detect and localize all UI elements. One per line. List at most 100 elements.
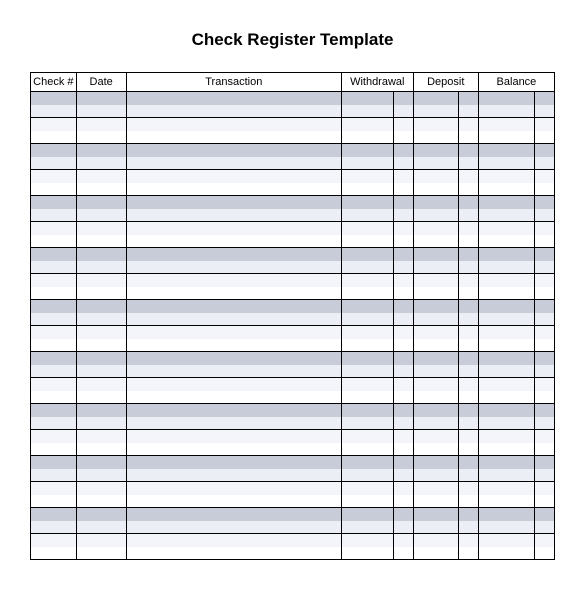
table-row (31, 248, 555, 261)
table-row (31, 430, 555, 443)
table-cell (341, 235, 393, 248)
table-cell (394, 131, 414, 144)
header-check: Check # (31, 73, 77, 92)
table-row (31, 352, 555, 365)
table-cell (413, 222, 459, 235)
table-cell (478, 261, 535, 274)
table-cell (413, 352, 459, 365)
table-cell (413, 118, 459, 131)
table-cell (394, 547, 414, 560)
table-cell (126, 339, 341, 352)
table-row (31, 469, 555, 482)
table-cell (459, 456, 479, 469)
table-cell (126, 456, 341, 469)
table-cell (478, 183, 535, 196)
table-cell (478, 144, 535, 157)
table-cell (394, 287, 414, 300)
table-cell (341, 118, 393, 131)
table-cell (459, 92, 479, 105)
table-cell (394, 105, 414, 118)
table-cell (413, 287, 459, 300)
table-cell (31, 313, 77, 326)
table-cell (413, 144, 459, 157)
table-cell (126, 495, 341, 508)
table-cell (478, 196, 535, 209)
table-cell (413, 508, 459, 521)
table-cell (126, 287, 341, 300)
table-cell (535, 196, 555, 209)
table-cell (478, 92, 535, 105)
table-cell (76, 196, 126, 209)
table-cell (394, 183, 414, 196)
table-row (31, 131, 555, 144)
table-cell (394, 352, 414, 365)
table-cell (459, 469, 479, 482)
table-cell (478, 287, 535, 300)
table-row (31, 547, 555, 560)
table-cell (341, 365, 393, 378)
table-cell (459, 209, 479, 222)
header-date: Date (76, 73, 126, 92)
table-cell (535, 365, 555, 378)
table-cell (341, 534, 393, 547)
table-cell (341, 196, 393, 209)
table-cell (394, 378, 414, 391)
table-cell (76, 261, 126, 274)
table-cell (535, 92, 555, 105)
table-cell (413, 547, 459, 560)
table-cell (341, 222, 393, 235)
table-cell (126, 404, 341, 417)
table-cell (31, 118, 77, 131)
table-cell (478, 248, 535, 261)
table-cell (413, 365, 459, 378)
table-cell (413, 105, 459, 118)
table-cell (413, 339, 459, 352)
table-cell (413, 456, 459, 469)
table-cell (31, 365, 77, 378)
table-cell (126, 508, 341, 521)
table-cell (459, 547, 479, 560)
table-cell (478, 469, 535, 482)
table-cell (459, 391, 479, 404)
table-row (31, 92, 555, 105)
table-cell (31, 183, 77, 196)
table-row (31, 391, 555, 404)
header-balance: Balance (478, 73, 554, 92)
table-cell (535, 508, 555, 521)
table-cell (535, 547, 555, 560)
table-cell (76, 443, 126, 456)
table-cell (341, 313, 393, 326)
table-cell (394, 170, 414, 183)
table-cell (126, 274, 341, 287)
table-cell (478, 404, 535, 417)
table-cell (341, 404, 393, 417)
table-cell (535, 313, 555, 326)
table-cell (31, 248, 77, 261)
table-cell (76, 222, 126, 235)
table-row (31, 326, 555, 339)
table-cell (394, 482, 414, 495)
table-cell (478, 131, 535, 144)
table-cell (76, 313, 126, 326)
table-cell (459, 404, 479, 417)
table-cell (394, 274, 414, 287)
table-cell (478, 118, 535, 131)
table-cell (76, 547, 126, 560)
table-cell (76, 235, 126, 248)
table-cell (341, 391, 393, 404)
table-body (31, 92, 555, 560)
table-cell (126, 469, 341, 482)
table-cell (76, 274, 126, 287)
table-cell (126, 261, 341, 274)
table-cell (76, 378, 126, 391)
table-cell (535, 261, 555, 274)
table-cell (478, 417, 535, 430)
table-cell (413, 248, 459, 261)
table-cell (76, 482, 126, 495)
table-row (31, 534, 555, 547)
table-cell (535, 144, 555, 157)
table-cell (394, 430, 414, 443)
table-cell (478, 157, 535, 170)
table-cell (394, 391, 414, 404)
table-cell (394, 92, 414, 105)
